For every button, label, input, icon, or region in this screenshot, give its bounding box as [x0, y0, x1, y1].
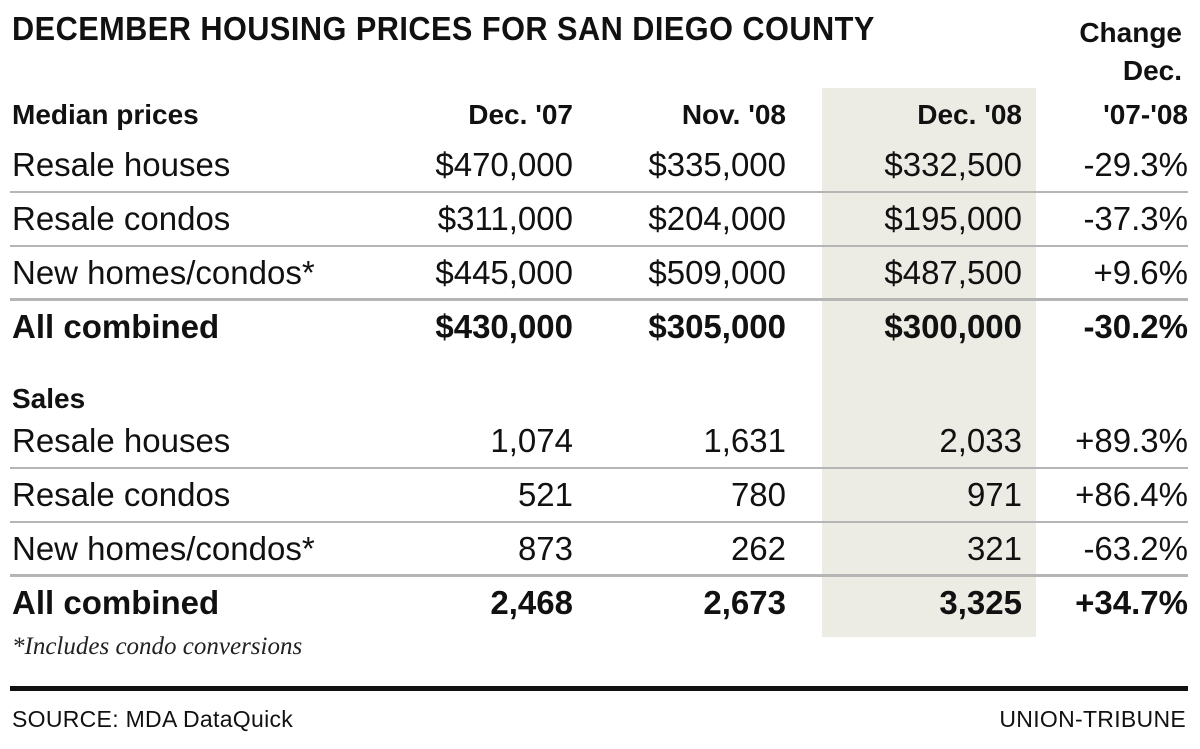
cell-dec-08: 971 — [966, 476, 1022, 513]
row-divider — [10, 521, 1188, 523]
cell-nov-08: 262 — [730, 530, 786, 567]
row-label: New homes/condos* — [12, 530, 315, 567]
row-divider — [10, 191, 1188, 193]
row-label: Resale condos — [12, 476, 231, 513]
table-row: Resale houses 1,074 1,631 2,033 +89.3% — [10, 414, 1188, 468]
cell-nov-08: 1,631 — [703, 422, 786, 459]
total-divider — [10, 574, 1188, 577]
row-label: Resale houses — [12, 146, 231, 183]
change-column-header: Change Dec. — [1012, 14, 1182, 90]
cell-change: -37.3% — [1083, 200, 1188, 237]
table-row: Resale houses $470,000 $335,000 $332,500… — [10, 138, 1188, 192]
cell-nov-08: $335,000 — [648, 146, 786, 183]
table-row: New homes/condos* $445,000 $509,000 $487… — [10, 246, 1188, 300]
cell-dec-08: 3,325 — [939, 584, 1022, 621]
row-divider — [10, 467, 1188, 469]
cell-nov-08: $204,000 — [648, 200, 786, 237]
cell-dec-07: 2,468 — [490, 584, 573, 621]
row-label: Resale houses — [12, 422, 231, 459]
chart-title: DECEMBER HOUSING PRICES FOR SAN DIEGO CO… — [12, 10, 875, 47]
cell-dec-07: $470,000 — [435, 146, 573, 183]
total-row: All combined 2,468 2,673 3,325 +34.7% — [10, 576, 1188, 630]
row-label: New homes/condos* — [12, 254, 315, 291]
row-label: All combined — [12, 584, 220, 621]
cell-change: -30.2% — [1083, 308, 1188, 345]
row-divider — [10, 245, 1188, 247]
cell-dec-08: $195,000 — [884, 200, 1022, 237]
source-credit: SOURCE: MDA DataQuick — [12, 706, 294, 732]
section-heading-median-prices: Median prices — [12, 99, 199, 130]
publisher-credit: UNION-TRIBUNE — [999, 706, 1186, 732]
cell-change: +86.4% — [1075, 476, 1188, 513]
table-row: Resale condos 521 780 971 +86.4% — [10, 468, 1188, 522]
cell-dec-07: 521 — [517, 476, 573, 513]
total-divider — [10, 298, 1188, 301]
cell-change: +89.3% — [1075, 422, 1188, 459]
change-header-line-1: Change — [1079, 17, 1182, 48]
column-header-dec-08: Dec. '08 — [917, 99, 1022, 130]
cell-dec-08: 2,033 — [939, 422, 1022, 459]
cell-dec-08: 321 — [966, 530, 1022, 567]
footnote: *Includes condo conversions — [12, 633, 303, 660]
dec-08-column-highlight — [822, 88, 1036, 637]
cell-dec-07: 1,074 — [490, 422, 573, 459]
change-header-line-3: '07-'08 — [1103, 99, 1188, 130]
cell-nov-08: 780 — [730, 476, 786, 513]
bottom-rule — [10, 686, 1188, 691]
row-label: All combined — [12, 308, 220, 345]
cell-dec-07: $311,000 — [437, 200, 573, 237]
cell-dec-07: 873 — [517, 530, 573, 567]
cell-change: +34.7% — [1075, 584, 1188, 621]
cell-change: -63.2% — [1083, 530, 1188, 567]
total-row: All combined $430,000 $305,000 $300,000 … — [10, 300, 1188, 354]
cell-dec-07: $430,000 — [435, 308, 573, 345]
change-header-line-2: Dec. — [1122, 55, 1182, 86]
cell-dec-08: $487,500 — [884, 254, 1022, 291]
column-header-nov-08: Nov. '08 — [681, 99, 786, 130]
cell-dec-08: $300,000 — [884, 308, 1022, 345]
cell-change: +9.6% — [1093, 254, 1189, 291]
cell-change: -29.3% — [1083, 146, 1188, 183]
cell-nov-08: $305,000 — [648, 308, 786, 345]
cell-nov-08: 2,673 — [703, 584, 786, 621]
sales-header-row: Sales — [10, 372, 1188, 426]
cell-dec-07: $445,000 — [435, 254, 573, 291]
column-header-dec-07: Dec. '07 — [468, 99, 573, 130]
table-row: New homes/condos* 873 262 321 -63.2% — [10, 522, 1188, 576]
row-label: Resale condos — [12, 200, 231, 237]
cell-dec-08: $332,500 — [884, 146, 1022, 183]
section-heading-sales: Sales — [12, 383, 86, 414]
table-row: Resale condos $311,000 $204,000 $195,000… — [10, 192, 1188, 246]
median-prices-header-row: Median prices Dec. '07 Nov. '08 Dec. '08… — [10, 88, 1188, 142]
cell-nov-08: $509,000 — [648, 254, 786, 291]
